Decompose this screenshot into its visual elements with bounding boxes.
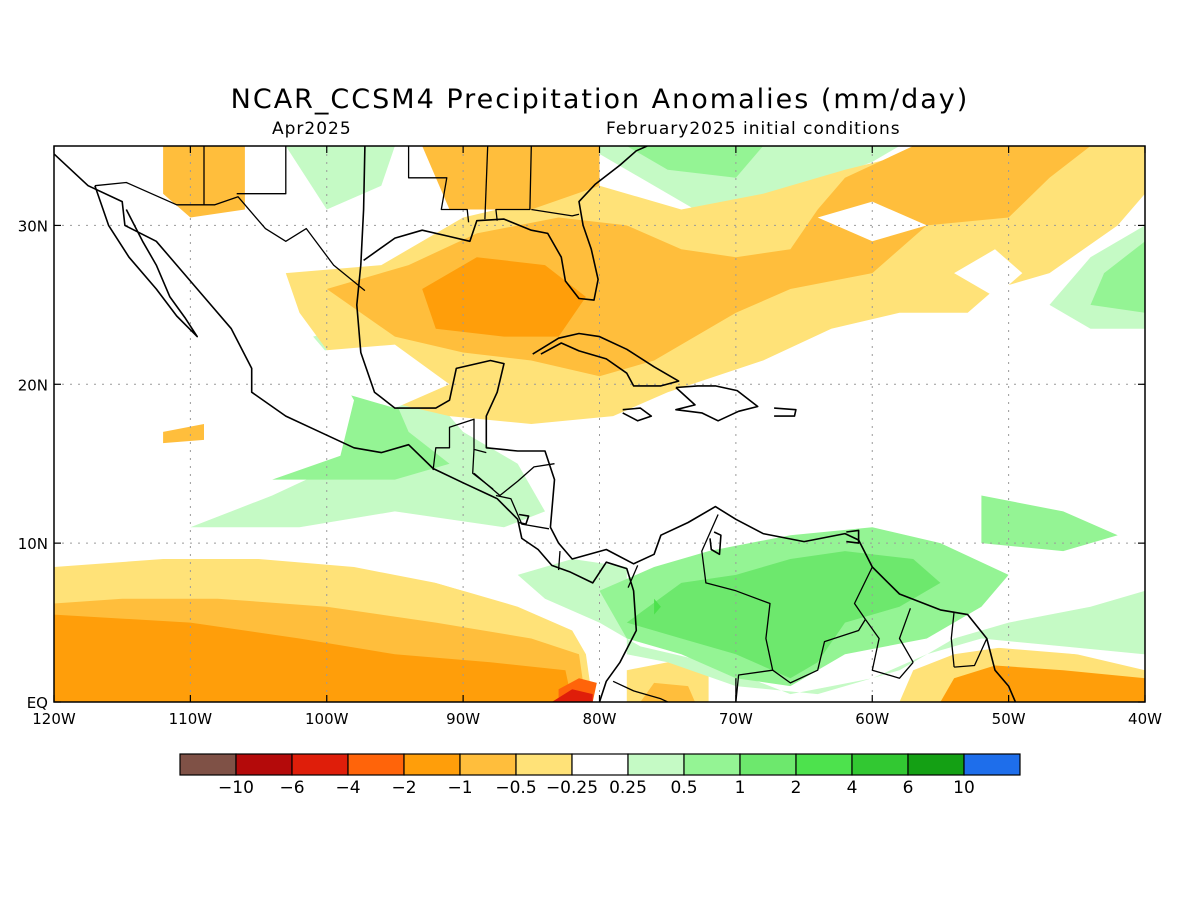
border-venezuela-brazil [772,619,866,684]
border-us-state-lines [531,208,580,217]
anomaly-region [163,424,204,444]
coastline-lake-maracaibo [709,531,722,556]
colorbar-label: 0.5 [670,778,697,798]
colorbar-swatch [571,753,629,776]
coastline-lake-nicaragua [518,513,530,525]
border-us-state-lines [484,146,489,220]
colorbar-label: −2 [391,778,416,798]
anomaly-region [54,614,573,702]
colorbar-label: 6 [903,778,914,798]
colorbar-label: −4 [335,778,360,798]
colorbar-swatch [235,753,293,776]
border-panama-colombia [627,565,639,588]
lon-tick-label: 40W [1128,710,1162,728]
lat-tick-label: 20N [18,376,48,394]
border-central-america [473,463,555,497]
colorbar-label: 0.25 [609,778,647,798]
border-suriname-guiana [950,611,955,668]
colorbar-label: −0.25 [546,778,598,798]
colorbar-swatch [291,753,349,776]
border-us-mexico [94,181,366,292]
lon-tick-label: 90W [446,710,480,728]
anomaly-region [654,598,661,615]
colorbar: −10 −6 −4 −2 −1 −0.5 −0.25 0.25 0.5 1 2 4 6 10 [179,753,1021,798]
anomaly-region [626,146,764,178]
colorbar-swatch [739,753,797,776]
anomaly-region [954,249,1023,297]
map-title: NCAR_CCSM4 Precipitation Anomalies (mm/d… [230,84,970,115]
lon-tick-label: 50W [992,710,1026,728]
anomaly-region [1090,241,1145,313]
border-us-state-lines [495,146,532,221]
border-guiana-brazil [954,638,988,668]
lon-tick-label: 80W [583,710,617,728]
lon-tick-label: 70W [719,710,753,728]
coastline-gulf-caribbean-coast [356,146,1017,702]
axis-ticks: 120W 110W 100W 90W 80W 70W 60W 50W 40W EQ 10N 20N 30… [18,146,1162,728]
lat-tick-label: 10N [18,535,48,553]
colorbar-label: −0.5 [495,778,536,798]
colorbar-label: −10 [218,778,254,798]
anomaly-region [551,689,593,702]
colorbar-swatch [683,753,741,776]
lon-tick-label: 110W [169,710,213,728]
colorbar-label: −6 [279,778,304,798]
anomaly-region [422,146,600,210]
anomaly-region [981,495,1118,552]
anomaly-region [285,146,395,210]
forecast-month: Apr2025 [272,119,352,139]
anomaly-region [517,559,1145,695]
coastline-us-gulf-coast [363,146,648,301]
colorbar-swatch [179,753,237,776]
colorbar-label: 10 [953,778,975,798]
coastline-cuba [532,332,680,387]
coastline-baja-california [94,185,198,338]
colorbar-label: 4 [847,778,858,798]
border-central-america [495,494,550,530]
border-venezuela-guyana [853,566,873,620]
anomaly-region [626,551,941,679]
colorbar-swatch [515,753,573,776]
border-us-state-lines [236,146,287,195]
border-central-america [557,551,561,571]
colorbar-swatch [403,753,461,776]
border-us-state-lines [407,146,470,223]
anomaly-region [272,352,450,480]
colorbar-label: −1 [447,778,472,798]
lat-tick-label: EQ [27,694,48,712]
anomaly-region [422,257,586,337]
border-colombia-ecuador [612,680,668,702]
lon-tick-label: 100W [305,710,349,728]
coastline-jamaica [622,407,653,422]
gridlines [54,146,1145,702]
coastline-trinidad [846,529,860,544]
colorbar-swatch [851,753,909,776]
lat-tick-label: 30N [18,217,48,235]
coastline-puerto-rico [774,407,797,417]
colorbar-swatch [459,753,517,776]
lon-tick-label: 60W [855,710,889,728]
anomaly-region [299,344,450,409]
lon-tick-label: 120W [32,710,76,728]
coastline-hispaniola [675,385,759,422]
colorbar-swatch [627,753,685,776]
colorbar-swatch [347,753,405,776]
anomaly-region [940,665,1145,702]
border-guyana-brazil [864,619,914,679]
border-guyana-suriname [898,608,914,663]
colorbar-swatch [907,753,965,776]
colorbar-label: 1 [735,778,746,798]
anomaly-region [817,201,927,242]
colorbar-swatch [963,753,1021,776]
anomaly-shading [54,146,1145,702]
initial-conditions: February2025 initial conditions [606,119,901,139]
colorbar-swatch [795,753,853,776]
coastline-north-america-east [54,153,638,702]
coastlines [54,146,1017,702]
border-colombia-venezuela [701,514,774,702]
colorbar-label: 2 [791,778,802,798]
